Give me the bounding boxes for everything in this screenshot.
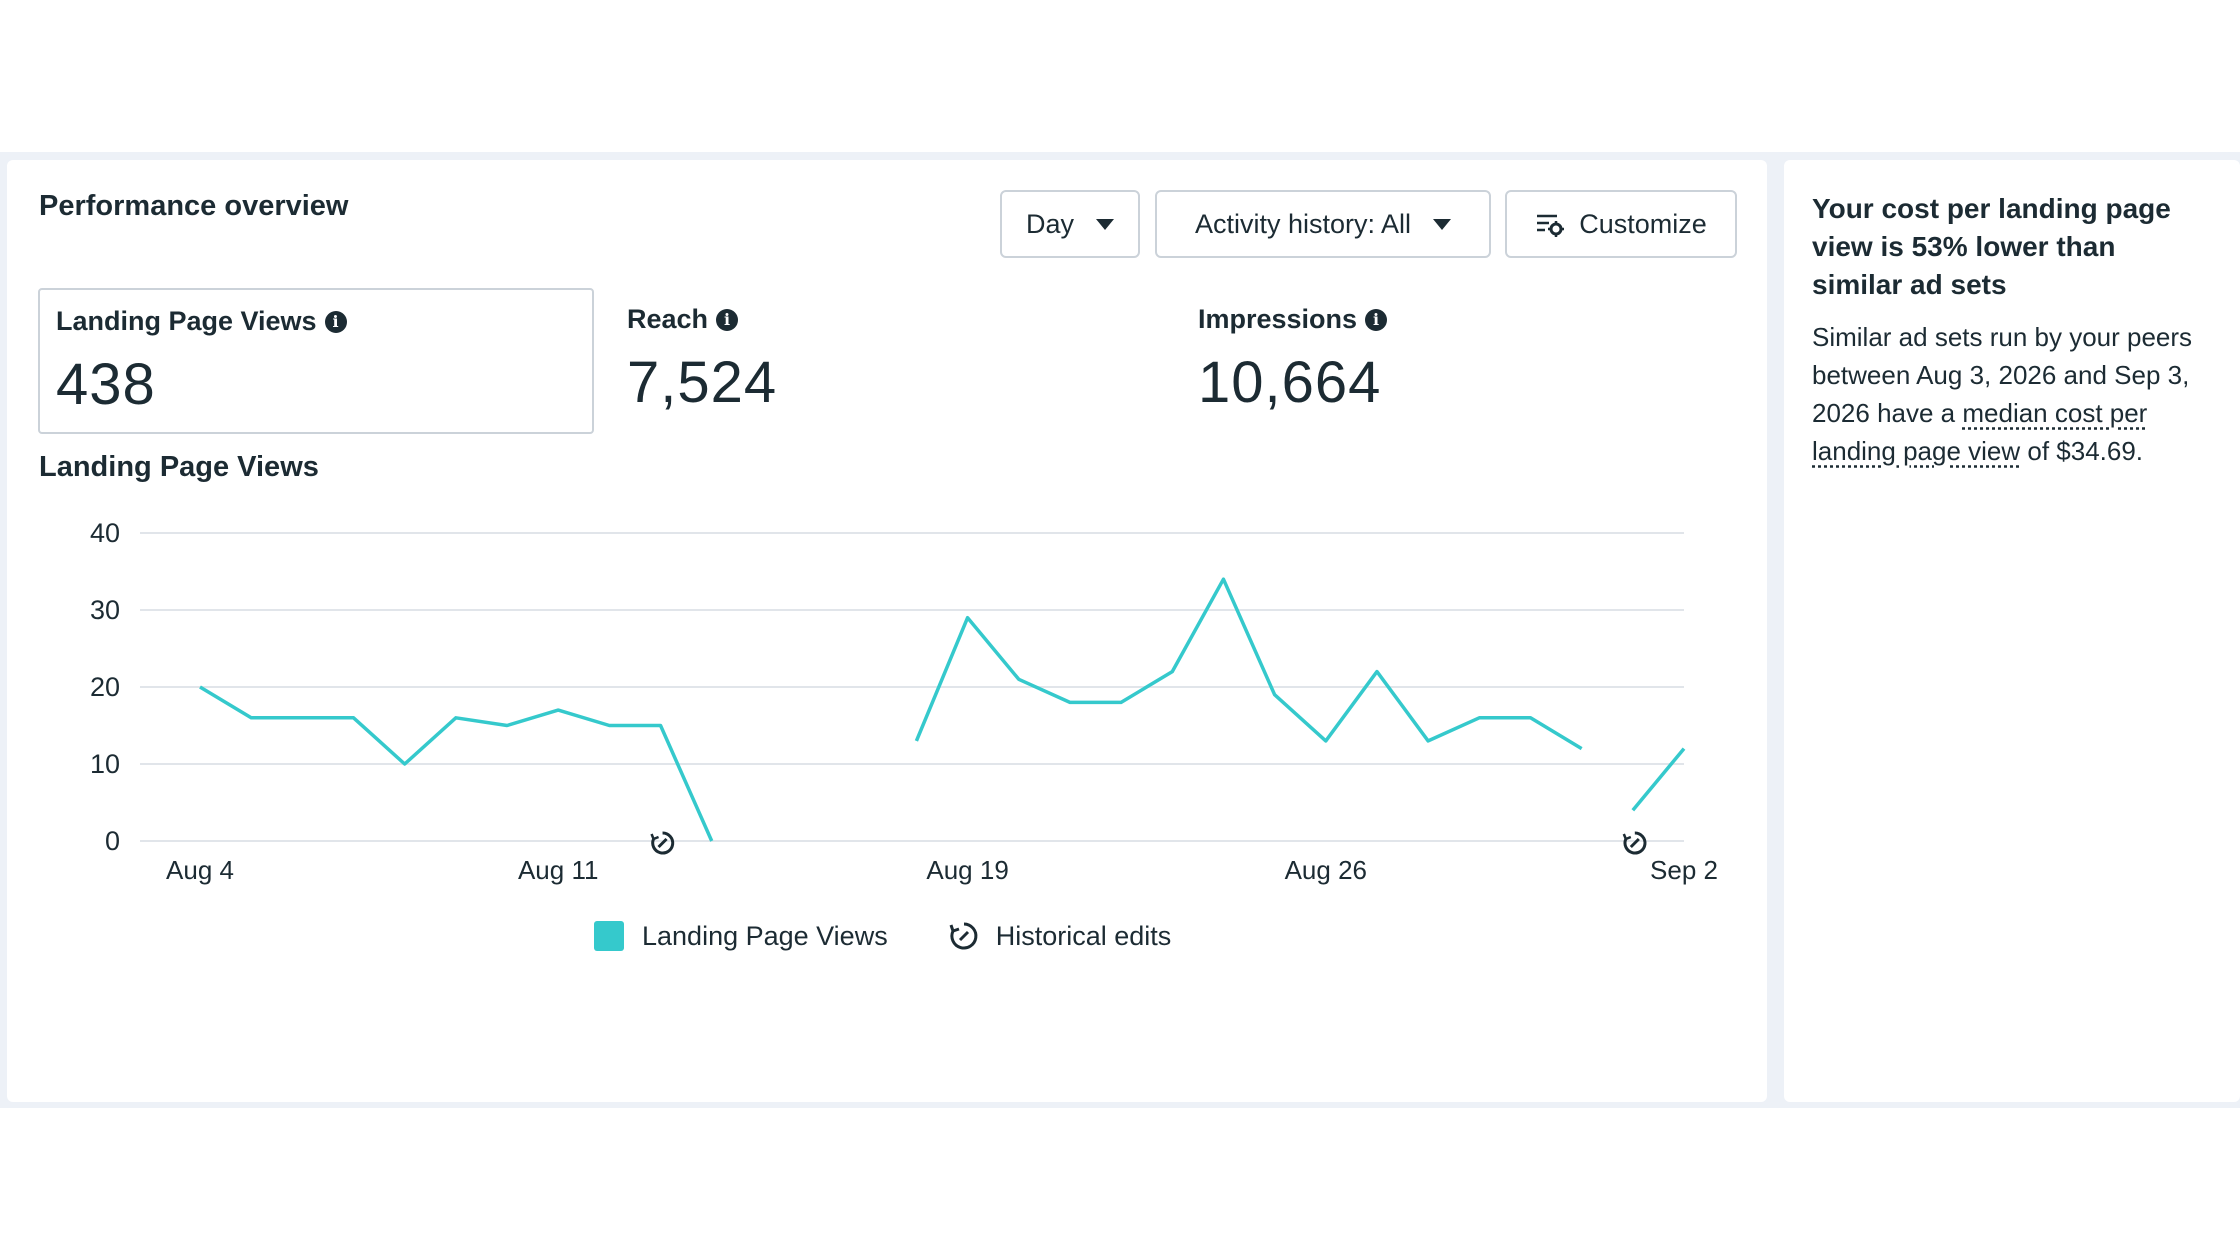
metric-value: 7,524: [627, 350, 778, 415]
x-tick-label: Aug 19: [926, 855, 1008, 885]
activity-history-label: Activity history: All: [1194, 208, 1412, 239]
y-tick-label: 10: [90, 749, 120, 779]
metric-value: 438: [56, 352, 156, 417]
chart-legend: Landing Page Views Historical edits: [594, 920, 1231, 952]
metric-label: Reach: [627, 304, 709, 334]
page-title: Performance overview: [39, 190, 349, 222]
metric-landing-page-views[interactable]: Landing Page Views i 438: [38, 288, 594, 434]
performance-overview-card: Performance overview Day Activity histor…: [7, 160, 1767, 1102]
series-line: [914, 577, 1583, 751]
series-line: [199, 685, 714, 842]
y-tick-label: 30: [90, 595, 120, 625]
historical-edit-marker: [650, 831, 675, 855]
line-chart: 0 10 20 30 40 Aug 4 Aug 11 Aug 19 Aug 26 Sep 2: [90, 518, 1718, 885]
x-tick-label: Aug 11: [518, 855, 598, 885]
customize-label: Customize: [1579, 208, 1707, 239]
x-tick-label: Aug 4: [166, 855, 234, 885]
customize-button[interactable]: Customize: [1505, 190, 1737, 258]
metric-impressions[interactable]: Impressions i 10,664: [1182, 288, 1738, 434]
info-icon[interactable]: i: [1365, 308, 1388, 331]
day-dropdown[interactable]: Day: [1000, 190, 1140, 258]
y-tick-label: 20: [90, 672, 120, 702]
insight-card: Your cost per landing page view is 53% l…: [1784, 160, 2240, 1102]
historical-edit-marker: [1622, 831, 1647, 855]
customize-settings-icon: [1537, 214, 1565, 237]
day-dropdown-label: Day: [1025, 208, 1074, 239]
legend-label: Landing Page Views: [642, 920, 888, 951]
caret-down-icon: [1096, 218, 1114, 230]
activity-history-dropdown[interactable]: Activity history: All: [1155, 190, 1491, 258]
info-icon[interactable]: i: [324, 310, 347, 333]
x-tick-label: Aug 26: [1285, 855, 1367, 885]
legend-swatch: [594, 921, 624, 951]
legend-label: Historical edits: [995, 920, 1172, 951]
info-icon[interactable]: i: [716, 308, 739, 331]
chart-title: Landing Page Views: [39, 451, 319, 483]
insight-body: Similar ad sets run by your peers betwee…: [1812, 318, 2212, 470]
metric-reach[interactable]: Reach i 7,524: [611, 288, 1167, 434]
legend-item-landing-page-views[interactable]: Landing Page Views: [594, 921, 888, 952]
y-tick-label: 0: [105, 826, 120, 856]
caret-down-icon: [1433, 218, 1452, 230]
insight-text-end: of $34.69.: [2020, 436, 2144, 466]
insight-text: Similar ad sets run by your peers betwee…: [1812, 322, 2193, 428]
historical-edit-icon: [949, 922, 978, 950]
insight-title: Your cost per landing page view is 53% l…: [1812, 193, 2171, 300]
median-cost-link[interactable]: median cost per landing page view: [1812, 398, 2148, 466]
metric-label: Landing Page Views: [56, 306, 317, 336]
metric-value: 10,664: [1198, 350, 1382, 415]
metric-label: Impressions: [1198, 304, 1358, 334]
series-line: [1631, 747, 1686, 812]
legend-item-historical-edits[interactable]: Historical edits: [948, 920, 1172, 952]
y-tick-label: 40: [90, 518, 120, 548]
x-tick-label: Sep 2: [1650, 855, 1718, 885]
